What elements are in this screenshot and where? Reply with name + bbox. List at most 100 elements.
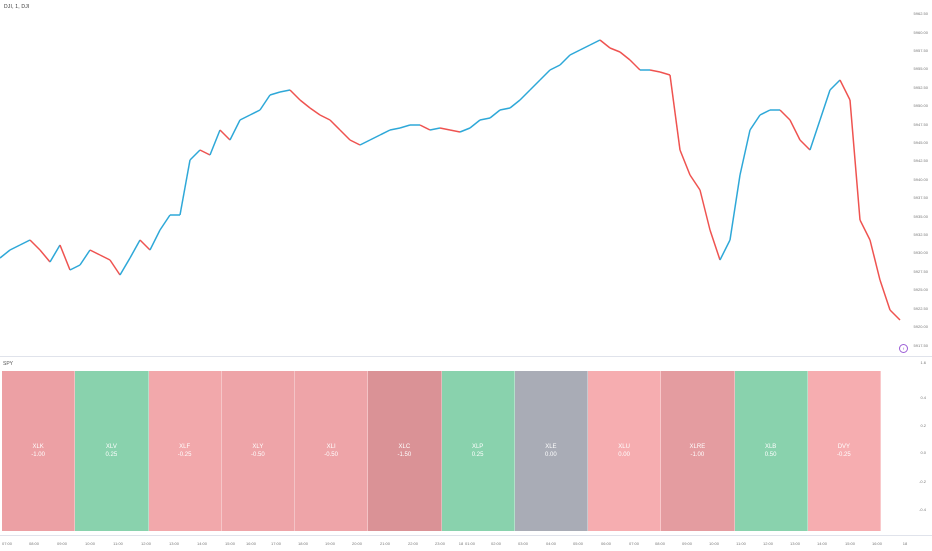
indicator-tick: 0.4 bbox=[920, 395, 926, 400]
price-series bbox=[0, 39, 901, 321]
sector-ticker: XLY bbox=[252, 444, 264, 450]
time-tick: 15:00 bbox=[224, 541, 236, 546]
sector-cell: DVY -0.25 bbox=[807, 371, 881, 531]
price-tick: 5917.50 bbox=[913, 343, 928, 348]
pane-divider[interactable] bbox=[0, 356, 932, 357]
sector-cell: XLY -0.50 bbox=[221, 371, 295, 531]
time-tick: 13:00 bbox=[789, 541, 801, 546]
sector-heatmap: XLK -1.00 XLV 0.25 XLF -0.25 XLY -0.50 XLI -0.50 X… bbox=[2, 371, 881, 531]
sector-value: 0.25 bbox=[471, 452, 484, 458]
time-axis[interactable]: 07:00 08:00 09:00 10:00 11:00 12:00 13:00 14:00… bbox=[0, 535, 932, 551]
sector-ticker: XLV bbox=[105, 444, 117, 450]
sector-cell: XLE 0.00 bbox=[514, 371, 588, 531]
price-tick: 5957.50 bbox=[913, 48, 928, 53]
time-tick: 07:00 bbox=[1, 541, 13, 546]
time-tick: 05:00 bbox=[572, 541, 584, 546]
price-tick: 5935.00 bbox=[913, 214, 928, 219]
time-tick: 11:00 bbox=[113, 541, 123, 546]
price-tick: 5922.50 bbox=[913, 306, 928, 311]
symbol-title[interactable]: DJI, 1, DJI bbox=[4, 4, 30, 10]
sector-value: -0.25 bbox=[837, 452, 851, 458]
sector-ticker: XLC bbox=[398, 444, 411, 450]
sector-ticker: XLF bbox=[179, 444, 191, 450]
price-tick: 5960.00 bbox=[913, 30, 928, 35]
time-tick: 18:00 bbox=[297, 541, 309, 546]
sector-value: -0.50 bbox=[324, 452, 338, 458]
price-chart-pane[interactable]: DJI, 1, DJI f bbox=[0, 0, 908, 355]
sector-ticker: XLP bbox=[471, 444, 484, 450]
sector-cell: XLV 0.25 bbox=[75, 371, 149, 531]
time-tick: 22:00 bbox=[407, 541, 419, 546]
sector-ticker: XLU bbox=[618, 444, 630, 450]
price-tick: 5930.00 bbox=[913, 250, 928, 255]
time-tick: 04:00 bbox=[545, 541, 557, 546]
time-tick: 23:00 bbox=[434, 541, 446, 546]
time-tick: 07:00 bbox=[628, 541, 640, 546]
sector-cell: XLB 0.50 bbox=[734, 371, 808, 531]
indicator-tick: -0.4 bbox=[919, 507, 926, 512]
price-tick: 5932.50 bbox=[913, 232, 928, 237]
price-tick: 5955.00 bbox=[913, 66, 928, 71]
price-tick: 5940.00 bbox=[913, 177, 928, 182]
sector-value: 0.25 bbox=[105, 452, 118, 458]
time-tick: 19:00 bbox=[324, 541, 336, 546]
sector-value: 0.50 bbox=[764, 452, 777, 458]
indicator-axis[interactable]: 1.6 0.4 0.2 0.0 -0.2 -0.4 bbox=[905, 357, 932, 535]
sector-value: -1.00 bbox=[690, 452, 705, 458]
time-tick: 16:00 bbox=[245, 541, 257, 546]
sector-value: -1.00 bbox=[31, 452, 45, 458]
price-tick: 5952.50 bbox=[913, 85, 928, 90]
sector-value: -0.25 bbox=[177, 452, 192, 458]
function-icon[interactable]: f bbox=[899, 344, 908, 353]
time-tick: 20:00 bbox=[351, 541, 363, 546]
indicator-pane[interactable]: SPY XLK -1.00 XLV 0.25 XLF -0.25 XLY -0.50 XLI -0… bbox=[0, 357, 905, 535]
sector-cell: XLRE -1.00 bbox=[661, 371, 735, 531]
time-tick: 14:00 bbox=[196, 541, 208, 546]
time-tick: 21:00 bbox=[379, 541, 391, 546]
time-tick: 09:00 bbox=[56, 541, 68, 546]
time-tick: 01:00 bbox=[464, 541, 476, 546]
sector-ticker: XLK bbox=[32, 444, 44, 450]
sector-ticker: XLB bbox=[764, 444, 777, 450]
sector-cell: XLP 0.25 bbox=[441, 371, 515, 531]
sector-cell: XLC -1.50 bbox=[368, 371, 442, 531]
indicator-title[interactable]: SPY bbox=[3, 361, 14, 367]
indicator-tick: 0.0 bbox=[920, 450, 926, 455]
time-tick: 17:00 bbox=[270, 541, 282, 546]
time-tick: 18 bbox=[902, 541, 908, 546]
sector-cell: XLK -1.00 bbox=[2, 371, 76, 531]
price-tick: 5942.50 bbox=[913, 158, 928, 163]
sector-value: -0.50 bbox=[251, 452, 265, 458]
sector-value: 0.00 bbox=[545, 452, 557, 458]
sector-value: 0.00 bbox=[618, 452, 630, 458]
time-tick: 08:00 bbox=[654, 541, 666, 546]
time-tick: 08:00 bbox=[28, 541, 40, 546]
price-tick: 5945.00 bbox=[913, 140, 928, 145]
price-tick: 5925.00 bbox=[913, 287, 928, 292]
sector-ticker: XLE bbox=[545, 444, 557, 450]
time-tick: 18 bbox=[458, 541, 464, 546]
time-tick: 10:00 bbox=[708, 541, 720, 546]
time-tick: 11:00 bbox=[736, 541, 746, 546]
time-tick: 09:00 bbox=[681, 541, 693, 546]
price-tick: 5950.00 bbox=[913, 103, 928, 108]
sector-cell: XLI -0.50 bbox=[295, 371, 369, 531]
price-tick: 5920.00 bbox=[913, 324, 928, 329]
price-tick: 5962.50 bbox=[913, 11, 928, 16]
price-tick: 5927.50 bbox=[913, 269, 928, 274]
time-tick: 03:00 bbox=[517, 541, 529, 546]
time-tick: 12:00 bbox=[762, 541, 774, 546]
price-axis[interactable]: 5962.50 5960.00 5957.50 5955.00 5952.50 5950.… bbox=[905, 0, 932, 355]
time-tick: 02:00 bbox=[490, 541, 502, 546]
sector-ticker: XLI bbox=[326, 444, 336, 450]
sector-cell: XLU 0.00 bbox=[588, 371, 662, 531]
sector-value: -1.50 bbox=[397, 452, 412, 458]
sector-cell: XLF -0.25 bbox=[148, 371, 222, 531]
sector-ticker: DVY bbox=[837, 444, 851, 450]
indicator-tick: 1.6 bbox=[920, 360, 926, 365]
time-tick: 16:00 bbox=[871, 541, 883, 546]
time-tick: 10:00 bbox=[84, 541, 96, 546]
time-tick: 06:00 bbox=[600, 541, 612, 546]
price-tick: 5947.50 bbox=[913, 122, 928, 127]
sector-ticker: XLRE bbox=[689, 444, 706, 450]
